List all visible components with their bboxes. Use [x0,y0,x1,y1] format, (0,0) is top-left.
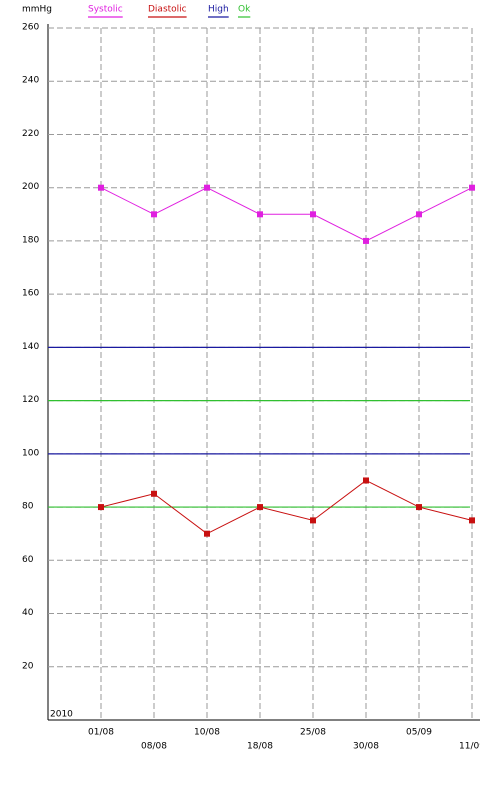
legend-label: Diastolic [148,5,187,15]
x-tick-label: 05/09 [406,728,432,738]
y-tick-label: 120 [22,395,39,405]
data-point [416,211,422,218]
data-point [204,184,210,191]
data-point [310,517,316,524]
y-unit-label: mmHg [22,5,52,15]
legend-label: Systolic [88,5,123,15]
x-tick-label: 25/08 [300,728,326,738]
y-tick-label: 160 [22,289,39,299]
y-tick-label: 140 [22,342,39,352]
series-line [100,479,473,535]
y-tick-label: 200 [22,182,39,192]
data-point [416,504,422,511]
x-tick-label: 10/08 [194,728,220,738]
legend-label: High [208,5,229,15]
y-tick-label: 220 [22,129,39,139]
x-tick-label: 30/08 [353,742,379,752]
data-point [257,211,263,218]
data-point [257,504,263,511]
data-point [98,504,104,511]
series-line [100,187,473,242]
y-tick-label: 240 [22,76,39,86]
y-tick-label: 40 [22,608,34,618]
data-point [469,517,475,524]
x-tick-label: 18/08 [247,742,273,752]
y-tick-label: 260 [22,23,39,33]
y-tick-label: 180 [22,235,39,245]
x-tick-label: 08/08 [141,742,167,752]
y-tick-label: 100 [22,448,39,458]
year-label: 2010 [50,710,73,720]
data-point [151,490,157,497]
data-point [469,184,475,191]
y-tick-label: 80 [22,502,34,512]
x-tick-label: 11/09 [459,742,480,752]
data-point [310,211,316,218]
x-tick-label: 01/08 [88,728,114,738]
data-point [98,184,104,191]
data-point [363,477,369,484]
legend-label: Ok [238,5,251,15]
data-point [204,530,210,537]
data-point [151,211,157,218]
y-tick-label: 60 [22,555,34,565]
data-point [363,237,369,244]
y-tick-label: 20 [22,661,34,671]
